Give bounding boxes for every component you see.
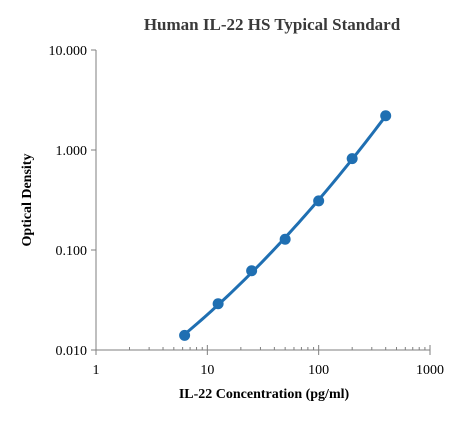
y-axis-label: Optical Density [20, 154, 35, 247]
data-point [179, 329, 191, 341]
ticks: 0.010 0.100 1.000 10.000 1 10 100 1000 [49, 44, 445, 378]
y-tick-label: 10.000 [49, 44, 88, 59]
chart-title: Human IL-22 HS Typical Standard [144, 15, 401, 34]
series [179, 110, 392, 341]
x-tick-label: 1 [93, 363, 100, 378]
x-tick-label: 100 [308, 363, 329, 378]
data-point [246, 265, 258, 277]
data-point [212, 298, 224, 310]
x-tick-label: 10 [200, 363, 214, 378]
data-point [313, 195, 325, 207]
y-tick-label: 0.100 [56, 244, 88, 259]
y-tick-label: 0.010 [56, 344, 88, 359]
data-point [346, 153, 358, 165]
y-tick-label: 1.000 [56, 144, 88, 159]
x-tick-label: 1000 [416, 363, 444, 378]
data-point [279, 233, 291, 245]
data-point [380, 110, 392, 122]
x-axis-label: IL-22 Concentration (pg/ml) [179, 387, 350, 402]
axes [95, 50, 430, 351]
